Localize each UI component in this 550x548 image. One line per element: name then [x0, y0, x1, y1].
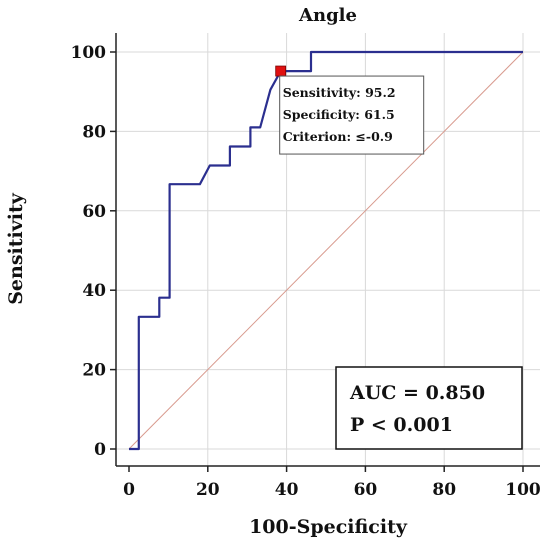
axes: [110, 33, 540, 472]
x-tick-label: 0: [123, 480, 135, 500]
x-tick-label: 80: [432, 480, 456, 500]
tick-labels: 0 20 40 60 80 100 0 20 40 60 80 100: [71, 43, 541, 500]
annotation-specificity-text: Specificity: 61.5: [283, 107, 395, 122]
annotation-criterion-text: Criterion: ≤-0.9: [283, 129, 393, 144]
y-tick-label: 40: [82, 281, 106, 301]
auc-value-text: AUC = 0.850: [349, 382, 485, 404]
y-tick-label: 20: [82, 361, 106, 381]
criterion-annotation-box: [279, 75, 425, 155]
y-tick-label: 0: [94, 440, 106, 460]
auc-box-frame: [335, 366, 523, 450]
x-tick-label: 100: [505, 480, 541, 500]
y-tick-label: 60: [82, 202, 106, 222]
auc-box: AUC = 0.850 P < 0.001: [335, 366, 523, 450]
p-value-text: P < 0.001: [350, 414, 453, 436]
chart-title: Angle: [298, 5, 357, 26]
y-tick-label: 80: [82, 122, 106, 142]
reference-diagonal-line: [128, 51, 524, 450]
x-tick-label: 60: [354, 480, 378, 500]
y-axis-title: Sensitivity: [5, 192, 27, 305]
y-tick-label: 100: [71, 43, 107, 63]
criterion-annotation: Sensitivity: 95.2 Specificity: 61.5 Crit…: [279, 75, 425, 155]
x-axis-title: 100-Specificity: [249, 516, 408, 538]
x-tick-label: 40: [275, 480, 299, 500]
annotation-sensitivity-text: Sensitivity: 95.2: [283, 85, 396, 100]
x-tick-label: 20: [196, 480, 220, 500]
criterion-point-marker: [275, 65, 287, 77]
